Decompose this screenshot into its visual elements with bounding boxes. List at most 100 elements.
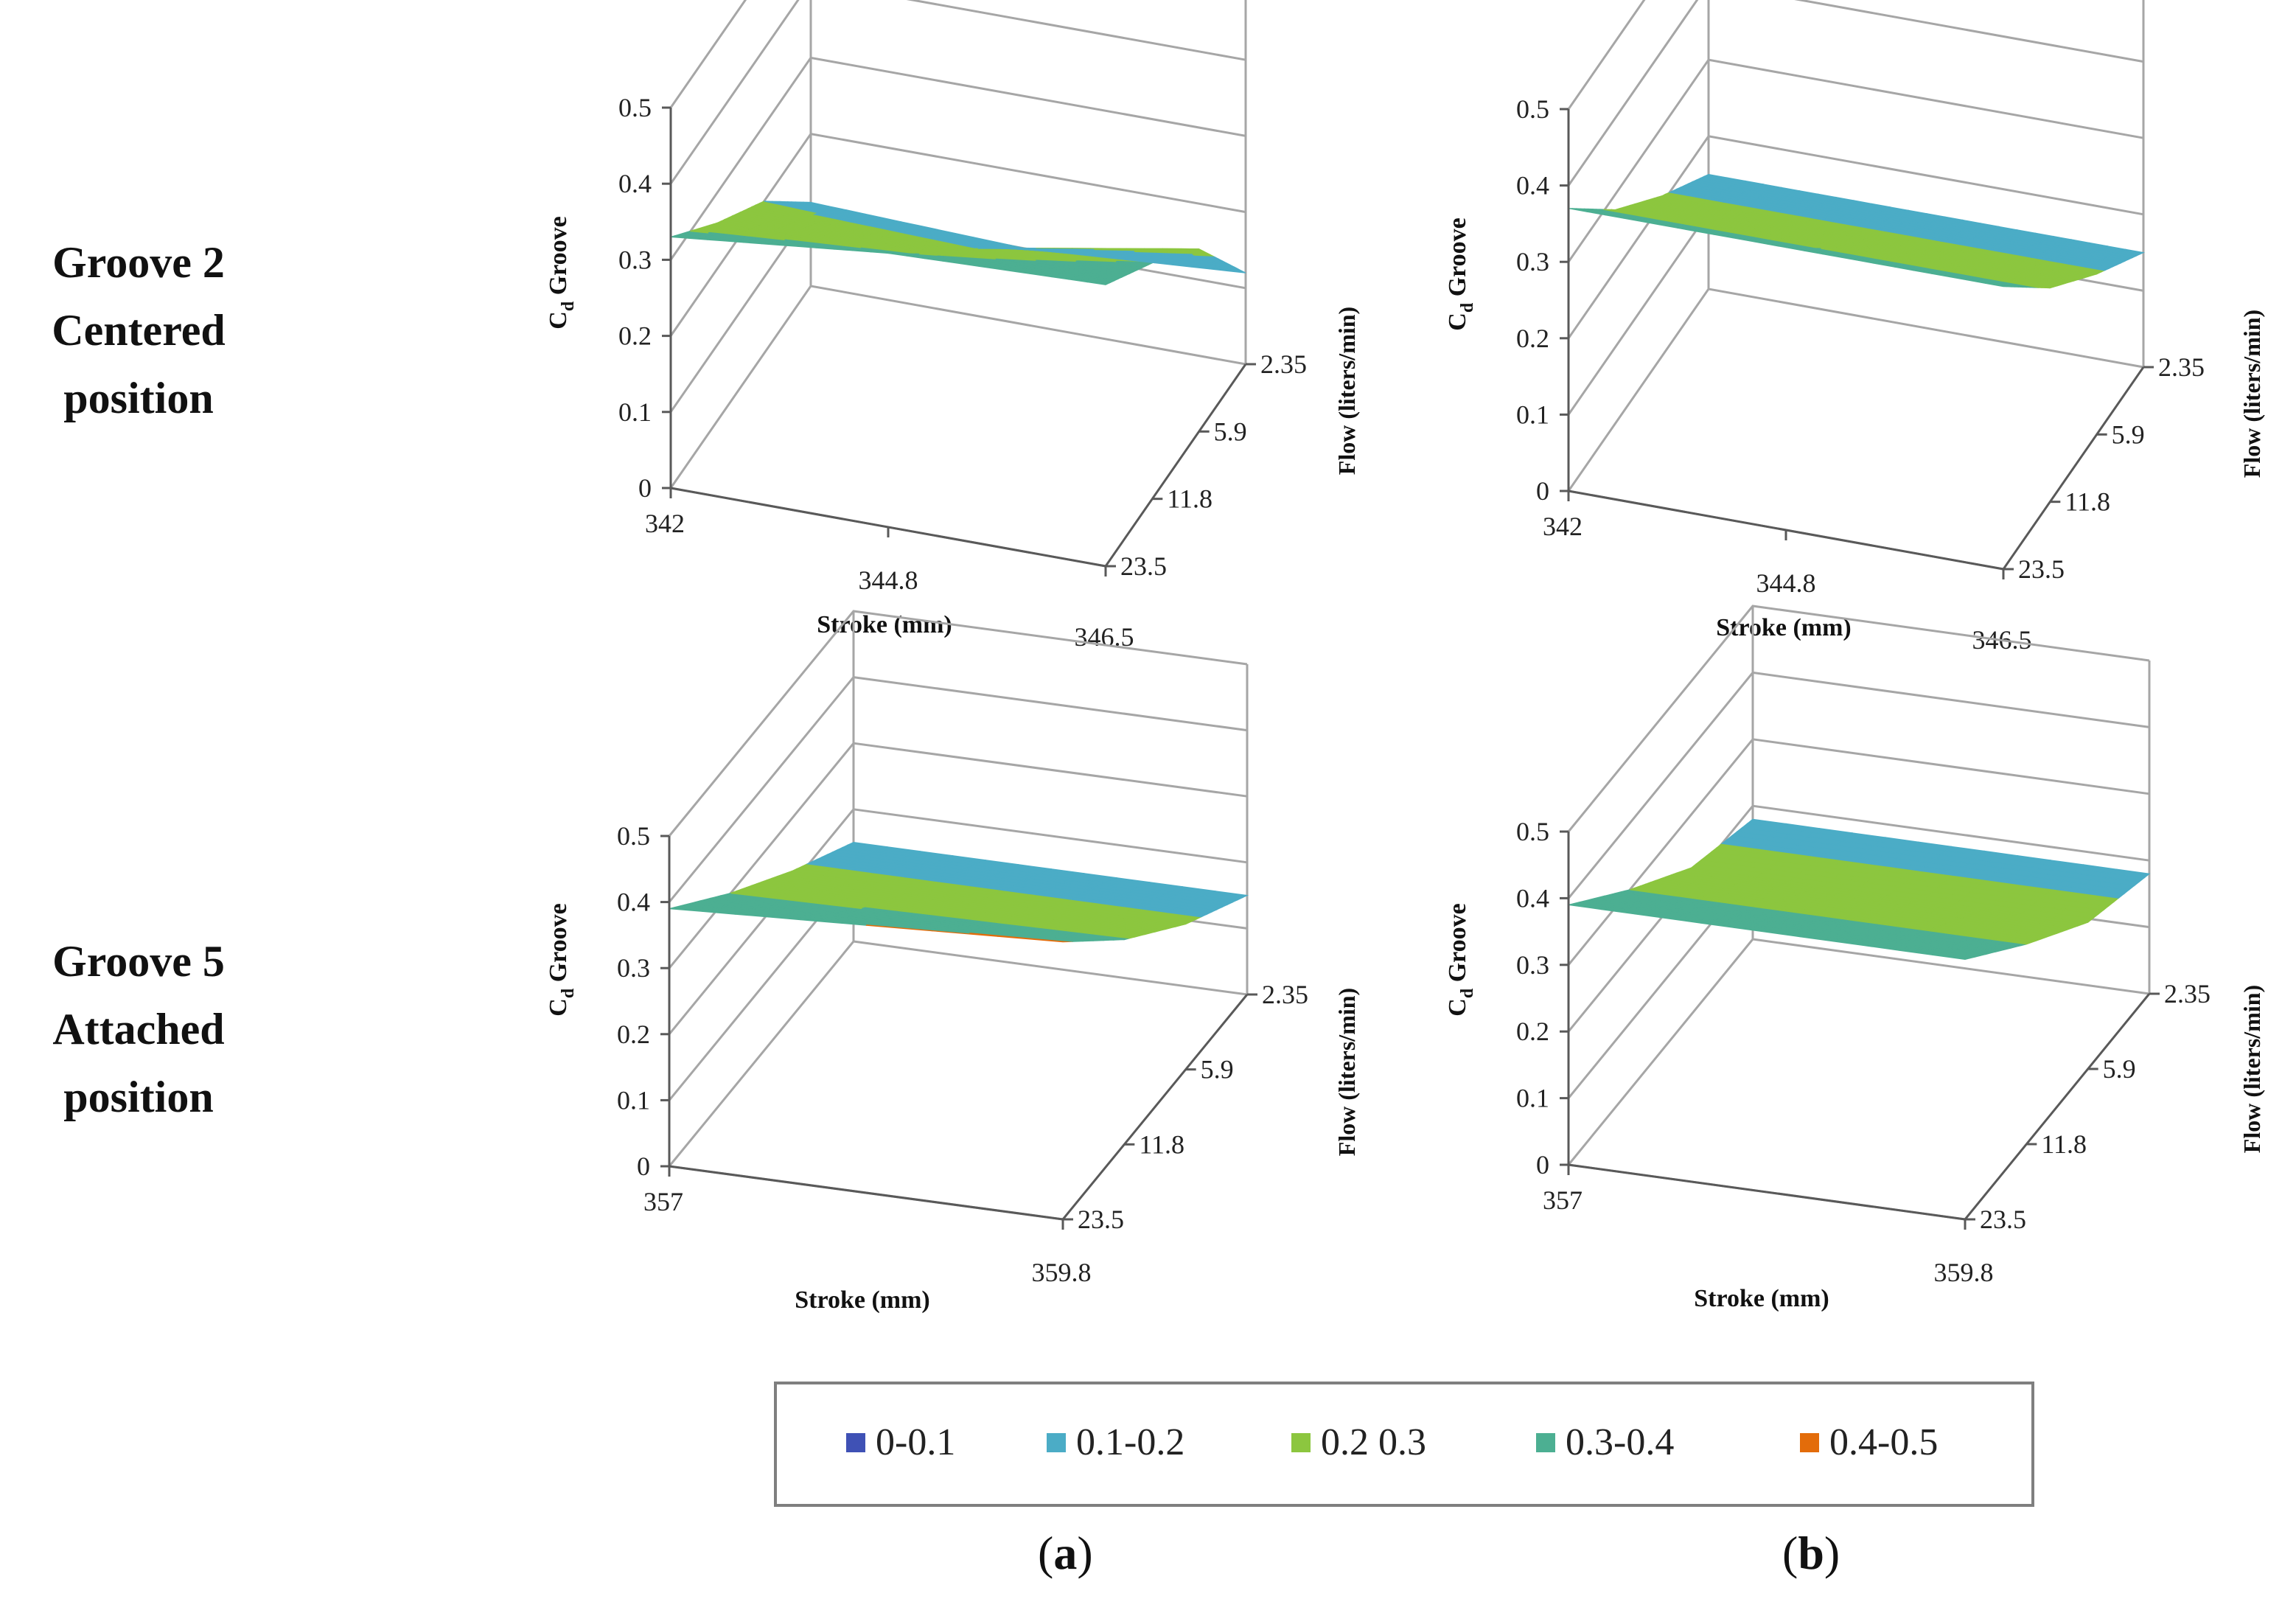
x-tick-label: 357 xyxy=(643,1187,683,1216)
axes: 0 0.1 0.2 0.3 0.4 0.5 357 359.8 2.35 5.9 11.8 23.5 xyxy=(1516,817,2210,1287)
gridline xyxy=(669,285,1246,489)
y-tick-label: 5.9 xyxy=(1214,417,1247,446)
x-axis xyxy=(669,1165,1064,1221)
gridline xyxy=(1567,0,2144,187)
row-label-line: Groove 5 xyxy=(52,937,225,986)
row-label-groove-5: Groove 5 Attached position xyxy=(21,927,257,1131)
caption-a-letter: a xyxy=(1053,1527,1078,1579)
z-axis-title: Cd Groove xyxy=(545,216,578,329)
z-tick-label: 0.1 xyxy=(618,397,652,427)
axes: 00.10.20.30.40.5342344.8346.52.355.911.8… xyxy=(618,93,1307,652)
y-axis-title: Flow (liters/min) xyxy=(2239,310,2265,478)
y-tick-label: 11.8 xyxy=(1139,1129,1184,1159)
surface-chart-b-3: 0 0.1 0.2 0.3 0.4 0.5 357 359.8 2.35 5.9 11.8 23.5 S… xyxy=(1444,605,2265,1312)
y-tick-label: 2.35 xyxy=(2158,352,2205,382)
z-axis-title-sub: d xyxy=(559,301,578,311)
z-tick-label: 0 xyxy=(1536,1150,1549,1180)
y-axis-title: Flow (liters/min) xyxy=(1333,307,1360,475)
z-tick-label: 0.2 xyxy=(1516,1017,1549,1046)
z-axis-title: Cd Groove xyxy=(1444,903,1477,1016)
surface xyxy=(670,201,1246,285)
z-axis-title-main: C xyxy=(1444,998,1471,1017)
gridline xyxy=(1567,605,2150,832)
surface-chart-a-2: 0 0.1 0.2 0.3 0.4 0.5 357 359.8 2.35 5.9 11.8 23.5 S… xyxy=(545,610,1360,1314)
caption-a: (a) xyxy=(1038,1527,1093,1579)
z-axis-title-rest: Groove xyxy=(545,216,572,302)
z-tick-label: 0.2 xyxy=(617,1020,650,1049)
y-tick-label: 5.9 xyxy=(1201,1055,1234,1084)
z-tick-label: 0.1 xyxy=(1516,400,1549,429)
z-tick-label: 0.5 xyxy=(1516,817,1549,846)
y-tick-label: 5.9 xyxy=(2112,419,2145,449)
z-tick-label: 0.1 xyxy=(1516,1084,1549,1113)
surface-patch xyxy=(1207,890,1249,899)
gridline xyxy=(1567,288,2144,492)
z-tick-label: 0.2 xyxy=(1516,324,1549,353)
y-axis-title: Flow (liters/min) xyxy=(1333,988,1360,1156)
x-axis-title: Stroke (mm) xyxy=(1694,1285,1829,1312)
caption-b: (b) xyxy=(1782,1527,1840,1579)
y-tick-label: 23.5 xyxy=(2018,554,2065,584)
z-axis-title-sub: d xyxy=(559,988,578,998)
y-tick-label: 23.5 xyxy=(1078,1205,1124,1234)
z-tick-label: 0.2 xyxy=(618,321,652,351)
row-label-line: Centered xyxy=(52,306,226,355)
surface xyxy=(669,841,1249,943)
y-axis xyxy=(1061,994,1249,1220)
z-tick-label: 0 xyxy=(637,1152,650,1181)
gridline xyxy=(669,0,747,108)
x-tick-label: 344.8 xyxy=(859,565,918,595)
z-tick-label: 0.4 xyxy=(1516,171,1549,201)
z-axis-title-rest: Groove xyxy=(1444,903,1471,989)
surface-patch xyxy=(2110,868,2151,879)
gridline xyxy=(668,610,1248,837)
x-tick-label: 342 xyxy=(645,509,685,538)
row-label-line: position xyxy=(63,1073,214,1121)
z-tick-label: 0.3 xyxy=(1516,247,1549,276)
z-axis-title-rest: Groove xyxy=(545,903,572,989)
z-tick-label: 0.3 xyxy=(618,245,652,274)
z-tick-label: 0 xyxy=(1536,476,1549,506)
surface xyxy=(1568,173,2146,289)
x-axis-title: Stroke (mm) xyxy=(795,1286,930,1314)
z-tick-label: 0.5 xyxy=(617,821,650,851)
y-tick-label: 11.8 xyxy=(2041,1129,2087,1159)
x-tick-label: 342 xyxy=(1543,512,1583,541)
axes: 0 0.1 0.2 0.3 0.4 0.5 357 359.8 2.35 5.9 11.8 23.5 xyxy=(617,821,1308,1287)
gridline xyxy=(1567,0,1646,110)
row-label-groove-2: Groove 2 Centered position xyxy=(21,229,257,432)
z-axis-title-main: C xyxy=(1444,313,1471,331)
z-axis-title-rest: Groove xyxy=(1444,217,1471,303)
surface-patch xyxy=(1223,268,1246,274)
z-axis-title: Cd Groove xyxy=(545,903,578,1016)
surface xyxy=(1568,818,2151,961)
x-tick-label: 344.8 xyxy=(1756,568,1816,598)
z-tick-label: 0.5 xyxy=(1516,94,1549,124)
y-axis-title: Flow (liters/min) xyxy=(2239,985,2265,1153)
z-tick-label: 0.4 xyxy=(1516,883,1549,913)
surface-chart-a-0: 00.10.20.30.40.5342344.8346.52.355.911.8… xyxy=(545,0,1360,652)
y-tick-label: 5.9 xyxy=(2103,1054,2136,1084)
x-axis-title: Stroke (mm) xyxy=(1716,614,1852,641)
surface-patch xyxy=(2120,248,2146,255)
y-tick-label: 23.5 xyxy=(1120,551,1167,581)
x-axis xyxy=(1568,1163,1966,1221)
y-tick-label: 2.35 xyxy=(2164,979,2210,1008)
x-tick-label: 357 xyxy=(1543,1185,1583,1215)
z-axis-title-sub: d xyxy=(1458,302,1477,313)
axes: 00.10.20.30.40.5342344.8346.52.355.911.8… xyxy=(1516,94,2205,655)
y-axis xyxy=(1964,993,2151,1220)
z-axis-title-sub: d xyxy=(1458,988,1477,998)
y-axis xyxy=(1104,363,1247,567)
z-tick-label: 0 xyxy=(638,473,652,503)
z-tick-label: 0.3 xyxy=(617,953,650,983)
caption-b-letter: b xyxy=(1798,1527,1824,1579)
row-label-line: Attached xyxy=(52,1005,225,1053)
y-tick-label: 23.5 xyxy=(1980,1205,2026,1234)
row-label-line: Groove 2 xyxy=(52,238,225,287)
x-tick-label: 359.8 xyxy=(1032,1258,1092,1287)
z-axis-title-main: C xyxy=(545,998,572,1017)
z-tick-label: 0.4 xyxy=(618,169,652,198)
z-axis-title: Cd Groove xyxy=(1444,217,1477,330)
